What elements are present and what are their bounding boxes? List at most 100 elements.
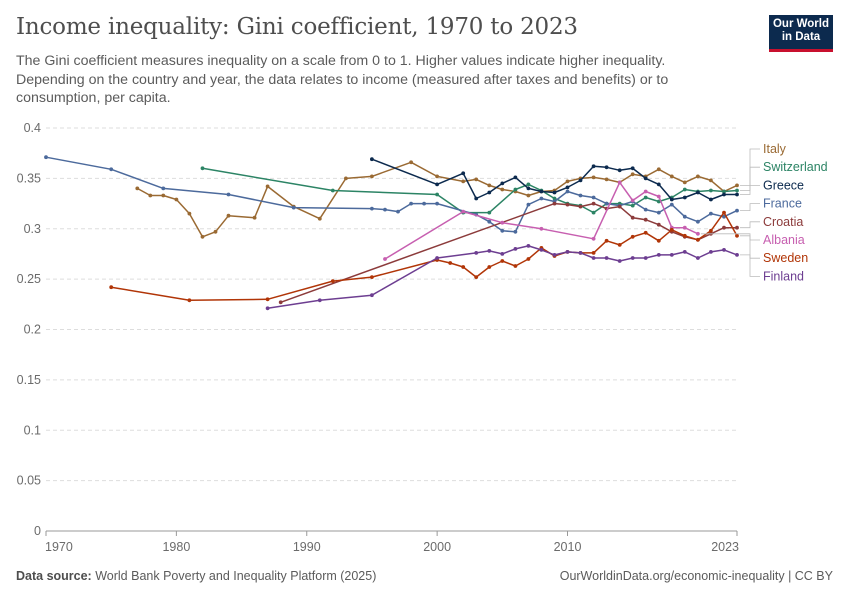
x-tick-label: 2000 <box>423 540 451 554</box>
data-point <box>630 166 635 171</box>
data-point <box>630 256 635 260</box>
data-point <box>656 194 661 199</box>
series-croatia <box>278 201 739 305</box>
series-line <box>371 158 737 201</box>
data-point <box>696 256 700 260</box>
data-point <box>591 236 596 241</box>
y-tick-label: 0.2 <box>24 323 41 337</box>
series-line <box>111 211 738 302</box>
data-point <box>291 205 296 210</box>
data-point <box>656 253 661 257</box>
data-point <box>109 285 114 290</box>
data-point <box>656 182 661 187</box>
data-point <box>148 193 153 198</box>
data-point <box>213 229 218 234</box>
data-point <box>696 219 700 224</box>
data-point <box>643 207 648 212</box>
data-point <box>630 203 635 208</box>
legend-label-switzerland: Switzerland <box>763 160 828 174</box>
data-point <box>252 215 257 220</box>
data-point <box>735 225 739 230</box>
data-point <box>161 193 166 198</box>
data-point <box>487 265 492 269</box>
data-point <box>526 244 531 248</box>
data-point <box>682 187 687 192</box>
data-point <box>265 184 270 189</box>
y-tick-label: 0 <box>34 524 41 538</box>
legend-connector <box>740 235 760 259</box>
data-point <box>500 259 505 263</box>
data-point <box>370 275 374 279</box>
logo-line-2: in Data <box>781 31 821 43</box>
data-point <box>435 192 439 197</box>
data-point <box>604 238 609 243</box>
data-point <box>187 298 192 303</box>
data-point <box>513 264 518 268</box>
data-point <box>709 178 713 183</box>
data-point <box>109 167 114 172</box>
x-tick-label: 1990 <box>293 540 321 554</box>
y-tick-label: 0.4 <box>24 121 41 135</box>
data-point <box>552 253 557 257</box>
data-point <box>696 237 700 242</box>
data-source-text: World Bank Poverty and Inequality Platfo… <box>95 569 377 583</box>
data-point <box>630 172 635 177</box>
data-point <box>539 189 544 194</box>
data-point <box>682 233 687 238</box>
data-point <box>696 174 700 179</box>
data-point <box>422 201 426 206</box>
series-albania <box>383 180 700 261</box>
data-point <box>461 171 466 176</box>
data-point <box>200 234 205 239</box>
data-point <box>461 179 466 184</box>
data-point <box>474 177 479 182</box>
data-point <box>643 195 648 200</box>
source-url-link[interactable]: OurWorldinData.org/economic-inequality |… <box>559 569 833 583</box>
data-point <box>461 209 466 214</box>
data-point <box>709 211 713 216</box>
owid-logo[interactable]: Our World in Data <box>769 15 833 52</box>
data-point <box>591 210 596 215</box>
series-sweden <box>109 210 739 303</box>
data-point <box>643 189 648 194</box>
data-point <box>722 192 726 197</box>
chart-subtitle: The Gini coefficient measures inequality… <box>16 53 669 106</box>
data-point <box>539 248 544 252</box>
data-point <box>174 197 179 202</box>
data-point <box>526 182 531 187</box>
data-point <box>669 174 674 179</box>
data-point <box>500 252 505 256</box>
data-point <box>500 187 505 192</box>
data-point <box>448 261 453 265</box>
data-point <box>265 306 270 311</box>
data-point <box>696 190 700 195</box>
data-point <box>552 201 557 206</box>
chart-title: Income inequality: Gini coefficient, 197… <box>16 14 578 40</box>
legend-label-croatia: Croatia <box>763 215 803 229</box>
legend-connector <box>740 221 760 229</box>
data-point <box>669 197 674 202</box>
data-point <box>370 174 374 179</box>
data-point <box>709 250 713 254</box>
data-point <box>722 210 726 215</box>
data-point <box>317 298 322 303</box>
data-point <box>370 293 374 298</box>
data-point <box>135 186 140 191</box>
data-point <box>643 230 648 235</box>
data-point <box>591 256 596 260</box>
data-point <box>604 201 609 206</box>
data-point <box>722 248 726 252</box>
data-point <box>435 256 439 260</box>
data-point <box>643 217 648 222</box>
data-point <box>617 168 622 173</box>
data-point <box>591 175 596 180</box>
data-point <box>539 226 544 231</box>
data-point <box>682 225 687 230</box>
data-point <box>565 250 570 254</box>
data-point <box>435 182 439 187</box>
x-tick-label: 2010 <box>554 540 582 554</box>
data-point <box>44 155 48 160</box>
legend-connector <box>740 254 760 277</box>
data-point <box>500 220 505 225</box>
